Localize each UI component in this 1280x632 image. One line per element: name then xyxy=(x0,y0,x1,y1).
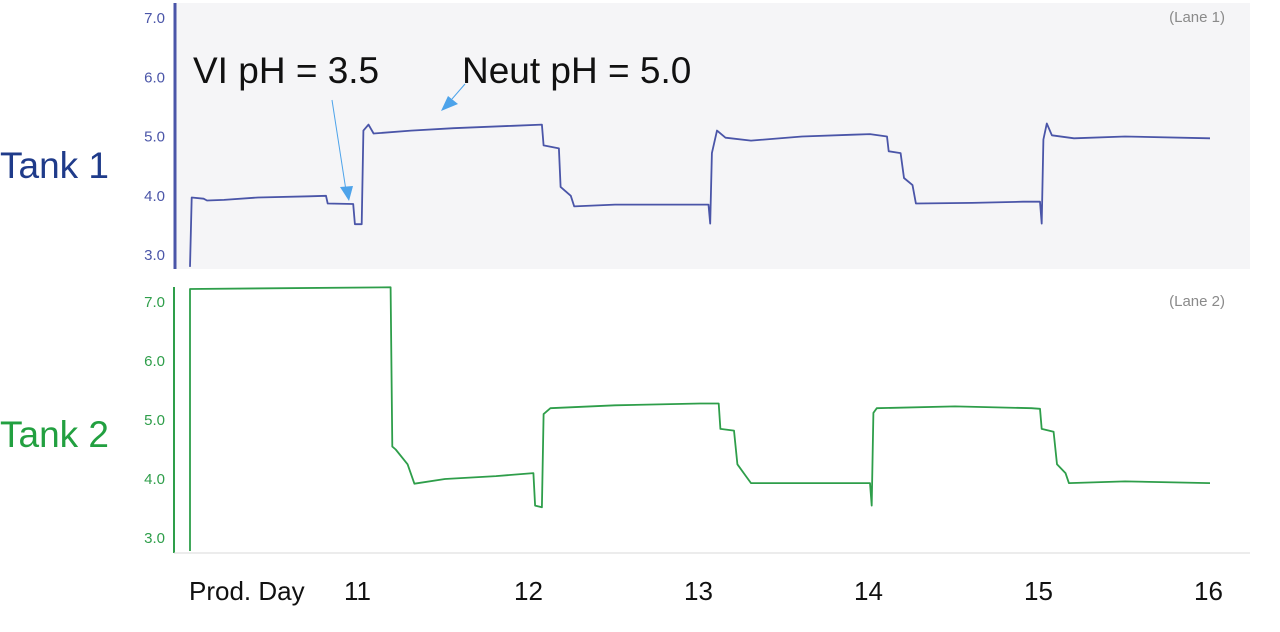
neut-arrowhead xyxy=(441,96,458,111)
tank1-label: Tank 1 xyxy=(0,145,110,186)
lane2-y-ticks: 3.0 4.0 5.0 6.0 7.0 xyxy=(144,294,165,547)
x-tick-label: 15 xyxy=(1024,576,1053,606)
lane1-background xyxy=(175,3,1250,269)
tank2-ph-line xyxy=(189,286,1211,551)
lane1-ytick-label: 4.0 xyxy=(144,188,165,205)
x-tick-label: 14 xyxy=(854,576,883,606)
x-tick-label: 13 xyxy=(684,576,713,606)
tank2-label: Tank 2 xyxy=(0,414,110,455)
lane2-ytick-label: 4.0 xyxy=(144,471,165,488)
vi-arrow xyxy=(331,99,348,198)
lane1-ytick-label: 5.0 xyxy=(144,129,165,146)
lane1-ytick-label: 6.0 xyxy=(144,69,165,86)
lane1-ytick-label: 7.0 xyxy=(144,10,165,27)
vi-arrowhead xyxy=(340,186,353,201)
x-tick-label: 12 xyxy=(514,576,543,606)
x-tick-label: 11 xyxy=(344,576,371,606)
lane2-ytick-label: 5.0 xyxy=(144,412,165,429)
lane2-ytick-label: 6.0 xyxy=(144,353,165,370)
lane2-ytick-label: 3.0 xyxy=(144,530,165,547)
tank1-ph-line xyxy=(189,122,1211,267)
lane1-label: (Lane 1) xyxy=(1169,9,1225,26)
annotation-arrows xyxy=(331,83,466,201)
lane1-ytick-label: 3.0 xyxy=(144,247,165,264)
lane2-ytick-label: 7.0 xyxy=(144,294,165,311)
vi-annotation: VI pH = 3.5 xyxy=(193,50,380,91)
neut-annotation: Neut pH = 5.0 xyxy=(462,50,692,91)
x-axis-prefix: Prod. Day xyxy=(189,576,305,606)
x-tick-label: 16 xyxy=(1194,576,1223,606)
neut-arrow xyxy=(451,83,466,100)
lane1-y-ticks: 3.0 4.0 5.0 6.0 7.0 xyxy=(144,10,165,264)
lane2-label: (Lane 2) xyxy=(1169,293,1225,310)
